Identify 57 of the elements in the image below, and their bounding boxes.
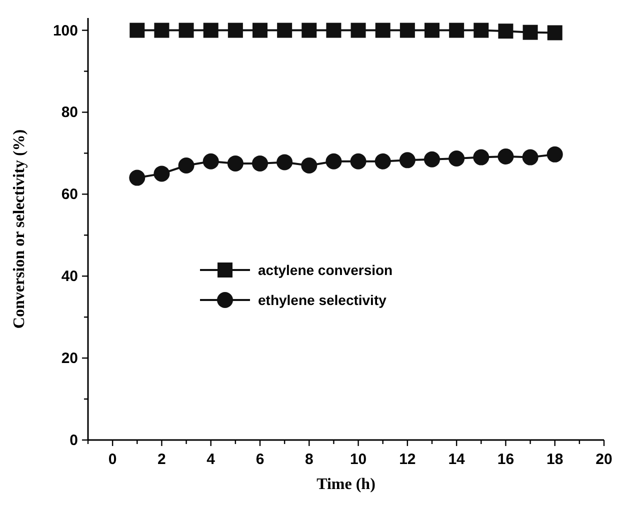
- point: [154, 22, 170, 38]
- x-tick-label: 14: [448, 451, 466, 468]
- y-tick-label: 40: [61, 268, 78, 286]
- point: [326, 153, 342, 170]
- y-axis-title: Conversion or selectivity (%): [11, 129, 28, 329]
- x-tick-label: 0: [108, 451, 117, 468]
- x-tick-label: 12: [399, 451, 416, 468]
- point: [522, 149, 538, 166]
- point: [400, 22, 415, 38]
- point: [546, 146, 563, 162]
- point: [277, 22, 292, 38]
- x-tick-label: 4: [206, 451, 216, 468]
- point: [399, 152, 416, 168]
- point: [202, 153, 219, 170]
- point: [227, 155, 244, 172]
- point: [178, 22, 194, 38]
- point: [473, 149, 490, 166]
- y-tick-label: 20: [61, 350, 78, 368]
- point: [522, 24, 538, 40]
- x-tick-label: 8: [304, 451, 314, 468]
- point: [449, 22, 464, 38]
- point: [498, 148, 514, 164]
- legend-label: actylene conversion: [258, 262, 393, 278]
- x-tick-label: 18: [546, 451, 564, 468]
- point: [350, 153, 366, 170]
- point: [498, 24, 514, 39]
- x-tick-label: 16: [497, 451, 514, 468]
- point: [326, 22, 342, 38]
- y-tick-label: 100: [52, 22, 78, 40]
- point: [424, 151, 440, 168]
- point: [547, 25, 562, 40]
- point: [301, 157, 318, 174]
- point: [252, 155, 268, 172]
- point: [228, 22, 243, 38]
- point: [130, 22, 145, 38]
- x-tick-label: 2: [158, 451, 166, 468]
- point: [350, 22, 366, 38]
- point: [178, 157, 194, 174]
- point: [374, 153, 391, 170]
- point: [276, 154, 293, 170]
- point: [474, 22, 489, 38]
- x-tick-label: 10: [350, 451, 367, 468]
- point: [375, 22, 390, 38]
- y-tick-label: 60: [61, 186, 78, 204]
- x-tick-label: 20: [596, 451, 612, 468]
- point: [302, 22, 317, 38]
- x-tick-label: 6: [256, 451, 264, 468]
- y-tick-label: 80: [61, 104, 78, 122]
- legend-label: ethylene selectivity: [258, 292, 387, 308]
- point: [424, 22, 440, 38]
- point: [252, 22, 268, 38]
- point: [129, 170, 146, 186]
- x-axis-title: Time (h): [316, 476, 376, 493]
- point: [203, 22, 218, 38]
- y-tick-label: 0: [70, 432, 78, 449]
- point: [154, 166, 170, 182]
- point: [448, 150, 465, 167]
